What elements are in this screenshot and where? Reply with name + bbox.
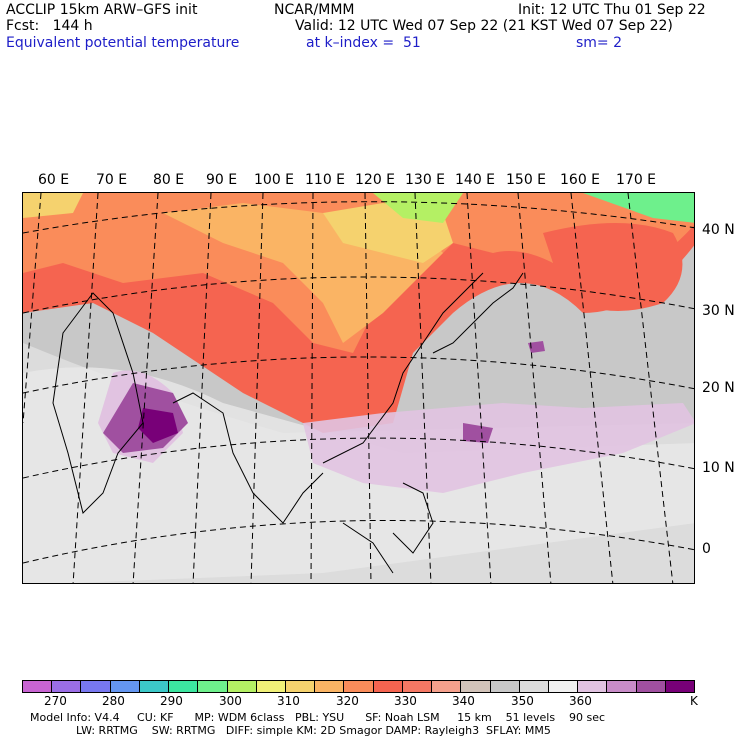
colorbar-swatch <box>606 681 636 692</box>
field-name: Equivalent potential temperature <box>6 35 240 51</box>
lon-label: 160 E <box>560 172 601 188</box>
colorbar-swatch <box>23 681 52 692</box>
field-yellow-green <box>373 193 463 223</box>
coastlines <box>52 272 524 574</box>
colorbar-tick: 360 <box>569 694 592 708</box>
colorbar-swatch <box>109 681 139 692</box>
colorbar-swatch <box>80 681 110 692</box>
lon-label: 60 E <box>38 172 70 188</box>
colorbar-tick: 300 <box>219 694 242 708</box>
colorbar-swatch <box>635 681 665 692</box>
lat-label: 30 N <box>702 303 735 319</box>
colorbar-swatch <box>255 681 285 692</box>
parallels <box>23 201 694 564</box>
field-dark-purple <box>138 408 178 443</box>
colorbar-swatch <box>460 681 490 692</box>
lon-label: 140 E <box>455 172 496 188</box>
colorbar-swatch <box>284 681 315 692</box>
lon-label: 120 E <box>355 172 396 188</box>
colorbar-tick: 280 <box>102 694 125 708</box>
lon-label: 90 E <box>206 172 238 188</box>
lat-label: 0 <box>702 541 711 557</box>
init-time: Init: 12 UTC Thu 01 Sep 22 <box>518 2 706 18</box>
map-canvas <box>23 193 694 583</box>
colorbar-swatch <box>343 681 373 692</box>
lat-label: 10 N <box>702 460 735 476</box>
colorbar-swatch <box>401 681 432 692</box>
field-purple-spot <box>528 341 545 353</box>
colorbar-swatch <box>664 681 695 692</box>
colorbar-swatch <box>577 681 607 692</box>
center-name: NCAR/MMM <box>274 2 355 18</box>
colorbar-tick: 340 <box>452 694 475 708</box>
colorbar-swatch <box>518 681 548 692</box>
meridians <box>23 193 674 583</box>
forecast-hour: Fcst: 144 h <box>6 18 93 34</box>
lon-label: 110 E <box>305 172 346 188</box>
colorbar-swatch <box>431 681 461 692</box>
lat-label: 20 N <box>702 380 735 396</box>
lon-label: 80 E <box>153 172 185 188</box>
lon-label: 170 E <box>616 172 657 188</box>
colorbar-tick: 350 <box>511 694 534 708</box>
colorbar-swatch <box>372 681 402 692</box>
model-info-line1: Model Info: V4.4 CU: KF MP: WDM 6class P… <box>30 711 606 724</box>
colorbar-swatch <box>547 681 578 692</box>
smoothing-label: sm= 2 <box>576 35 623 51</box>
field-green <box>583 193 694 223</box>
colorbar-tick: 330 <box>394 694 417 708</box>
colorbar-swatch <box>226 681 256 692</box>
lon-label: 100 E <box>254 172 295 188</box>
colorbar-swatch <box>314 681 344 692</box>
colorbar-tick: 310 <box>277 694 300 708</box>
colorbar-swatch <box>489 681 519 692</box>
lon-label: 150 E <box>506 172 547 188</box>
field-purple-pacific <box>463 423 493 443</box>
colorbar-tick: 320 <box>336 694 359 708</box>
colorbar-tick: 290 <box>160 694 183 708</box>
colorbar-swatch <box>51 681 81 692</box>
colorbar <box>22 680 695 693</box>
colorbar-tick: 270 <box>44 694 67 708</box>
colorbar-unit: K <box>690 694 698 708</box>
lat-label: 40 N <box>702 222 735 238</box>
colorbar-swatch <box>168 681 198 692</box>
level-index: at k–index = 51 <box>306 35 421 51</box>
map-panel <box>22 192 695 584</box>
colorbar-swatch <box>197 681 227 692</box>
model-info-line2: LW: RRTMG SW: RRTMG DIFF: simple KM: 2D … <box>76 724 551 737</box>
valid-time: Valid: 12 UTC Wed 07 Sep 22 (21 KST Wed … <box>295 18 673 34</box>
field-yellow-west <box>23 193 83 218</box>
lon-label: 70 E <box>96 172 128 188</box>
model-title: ACCLIP 15km ARW–GFS init <box>6 2 198 18</box>
lon-label: 130 E <box>405 172 446 188</box>
field-red-pacific <box>543 223 683 311</box>
colorbar-swatch <box>138 681 169 692</box>
